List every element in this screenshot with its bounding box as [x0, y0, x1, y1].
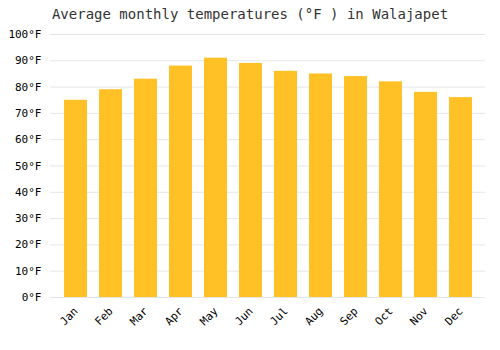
svg-text:70°F: 70°F: [15, 107, 42, 120]
svg-text:100°F: 100°F: [8, 28, 41, 41]
svg-text:0°F: 0°F: [22, 291, 42, 304]
svg-text:Apr: Apr: [162, 304, 186, 328]
svg-text:30°F: 30°F: [15, 212, 42, 225]
svg-text:Feb: Feb: [92, 305, 115, 328]
svg-text:Jun: Jun: [232, 305, 255, 328]
svg-text:20°F: 20°F: [15, 238, 42, 251]
svg-text:10°F: 10°F: [15, 265, 42, 278]
svg-text:May: May: [197, 304, 221, 328]
svg-text:Jan: Jan: [57, 305, 80, 328]
html-text:Average monthly temperatures (: Average monthly temperatures (°F ) in Wa…: [51, 6, 449, 22]
svg-text:Dec: Dec: [442, 305, 465, 328]
svg-text:60°F: 60°F: [15, 133, 42, 146]
svg-text:90°F: 90°F: [15, 54, 42, 67]
svg-text:40°F: 40°F: [15, 186, 42, 199]
svg-text:80°F: 80°F: [15, 81, 42, 94]
svg-text:50°F: 50°F: [15, 160, 42, 173]
svg-text:Oct: Oct: [372, 305, 395, 328]
svg-text:Jul: Jul: [267, 305, 290, 328]
svg-text:Sep: Sep: [337, 305, 360, 328]
svg-text:Mar: Mar: [127, 304, 151, 328]
svg-text:Aug: Aug: [302, 305, 325, 328]
svg-text:Nov: Nov: [407, 304, 431, 328]
